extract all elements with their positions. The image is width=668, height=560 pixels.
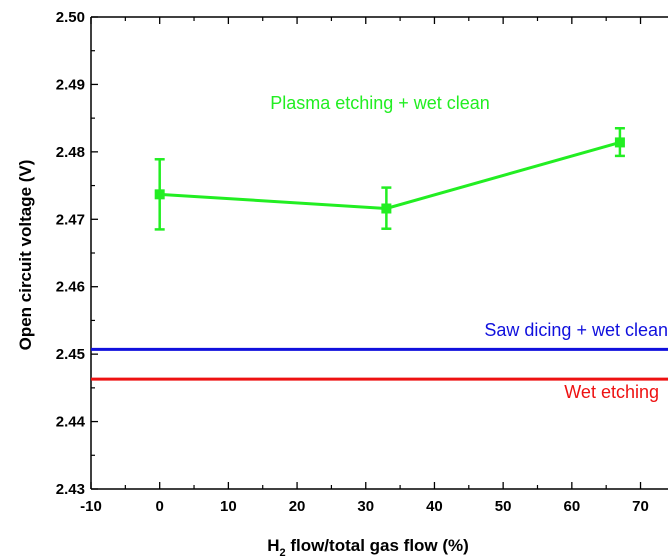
axes: -10 0 10 20 30 40 50 60 70 2.43 2.44 2.45 2.46 2.47 2.… [56, 9, 668, 515]
x-tick-label: 40 [426, 498, 443, 515]
y-tick-label: 2.45 [56, 346, 85, 363]
data-point [154, 189, 165, 200]
data-series [154, 127, 625, 231]
series-line-plasma [159, 140, 621, 211]
x-tick-label: 60 [563, 498, 580, 515]
y-tick-label: 2.46 [56, 279, 85, 296]
x-tick-label: 20 [289, 498, 306, 515]
x-tick-label: 10 [220, 498, 237, 515]
series-label-wet-etching: Wet etching [564, 382, 659, 402]
series-label-saw-dicing: Saw dicing + wet clean [484, 320, 668, 340]
x-axis-title: H2 flow/total gas flow (%) [267, 536, 469, 559]
y-tick-label: 2.47 [56, 211, 85, 228]
data-point [381, 203, 392, 214]
x-axis-title-h: H [267, 536, 279, 555]
x-tick-label: -10 [80, 498, 102, 515]
x-tick-label: 70 [632, 498, 649, 515]
y-axis-title: Open circuit voltage (V) [16, 160, 35, 351]
x-axis-title-subscript: 2 [279, 547, 285, 559]
data-point [614, 137, 625, 148]
x-tick-label: 30 [357, 498, 374, 515]
x-axis-title-rest: flow/total gas flow (%) [286, 536, 469, 555]
y-tick-label: 2.48 [56, 144, 85, 161]
y-tick-label: 2.50 [56, 9, 85, 26]
reference-lines [91, 347, 668, 381]
x-tick-label: 50 [495, 498, 512, 515]
y-tick-label: 2.49 [56, 76, 85, 93]
x-tick-label: 0 [156, 498, 164, 515]
series-label-plasma: Plasma etching + wet clean [270, 93, 490, 113]
y-tick-label: 2.44 [56, 414, 86, 431]
y-tick-label: 2.43 [56, 481, 85, 498]
